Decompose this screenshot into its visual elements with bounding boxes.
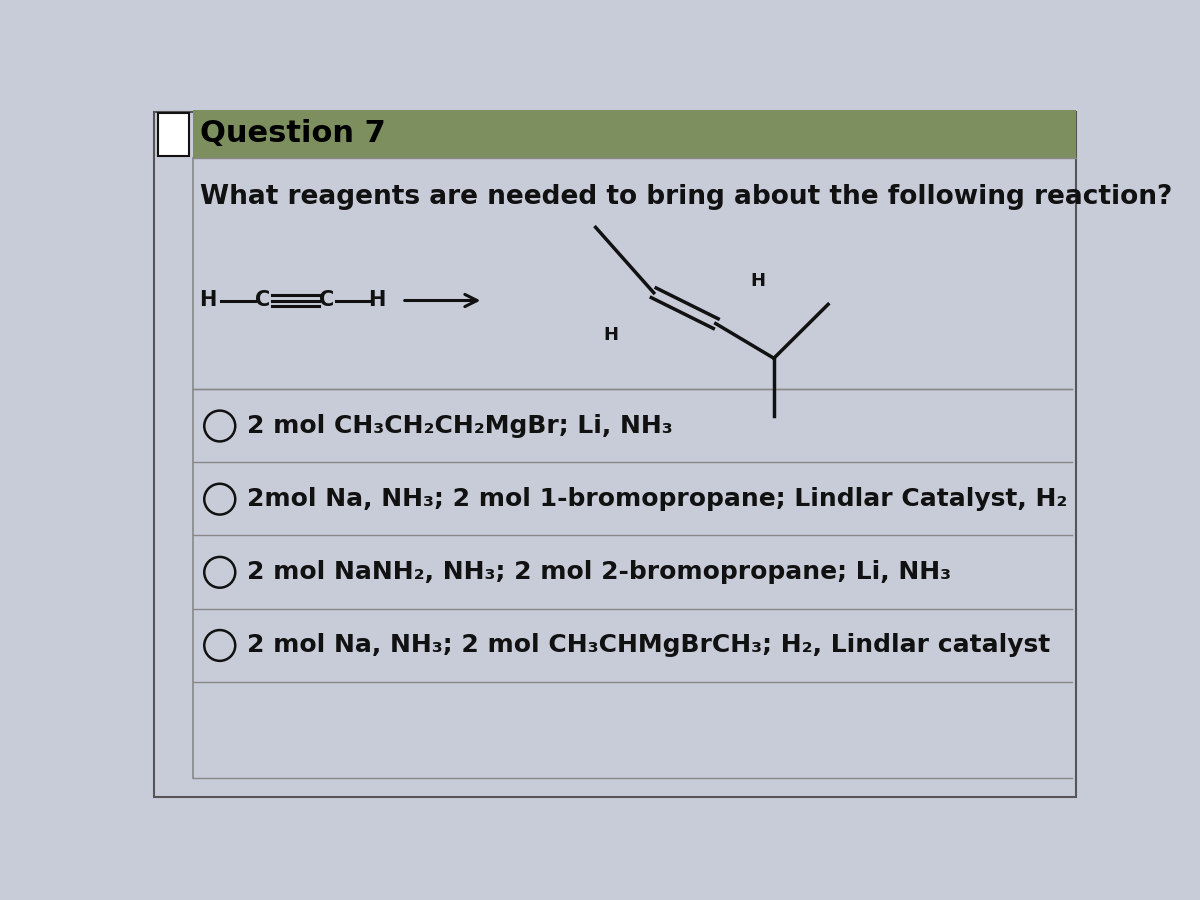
Text: 2 mol Na, NH₃; 2 mol CH₃CHMgBrCH₃; H₂, Lindlar catalyst: 2 mol Na, NH₃; 2 mol CH₃CHMgBrCH₃; H₂, L… <box>247 634 1050 658</box>
Text: 2 mol NaNH₂, NH₃; 2 mol 2-bromopropane; Li, NH₃: 2 mol NaNH₂, NH₃; 2 mol 2-bromopropane; … <box>247 561 952 584</box>
Text: 2 mol CH₃CH₂CH₂MgBr; Li, NH₃: 2 mol CH₃CH₂CH₂MgBr; Li, NH₃ <box>247 414 673 438</box>
Text: C: C <box>254 291 270 310</box>
Text: H: H <box>368 291 385 310</box>
Text: 2mol Na, NH₃; 2 mol 1-bromopropane; Lindlar Catalyst, H₂: 2mol Na, NH₃; 2 mol 1-bromopropane; Lind… <box>247 487 1067 511</box>
Bar <box>193 111 1076 158</box>
Text: What reagents are needed to bring about the following reaction?: What reagents are needed to bring about … <box>200 184 1172 210</box>
Text: C: C <box>319 291 335 310</box>
Text: H: H <box>199 291 217 310</box>
Text: H: H <box>604 326 619 344</box>
Text: H: H <box>751 272 766 290</box>
Text: Question 7: Question 7 <box>200 119 386 148</box>
Bar <box>157 112 188 156</box>
